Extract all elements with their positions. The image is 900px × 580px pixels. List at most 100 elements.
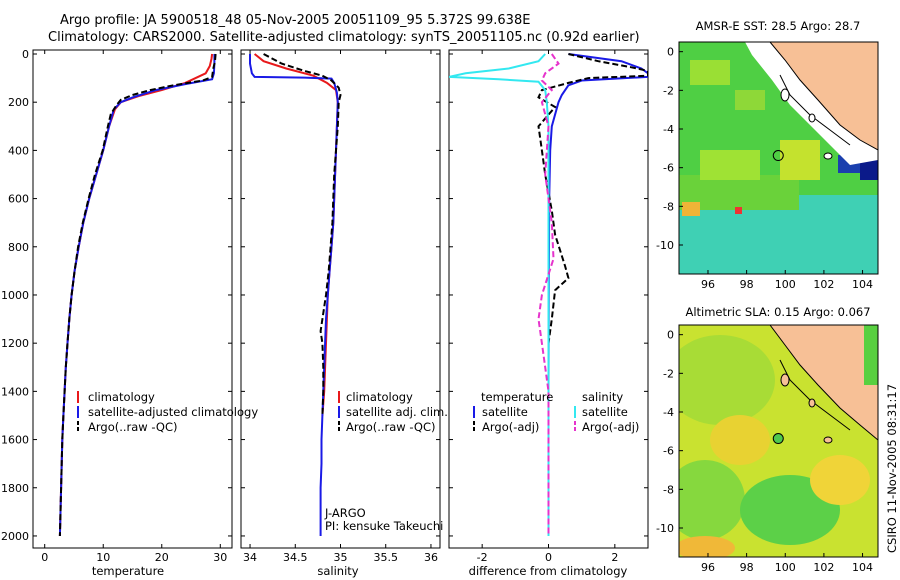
temperature-panel-frame [32,49,233,549]
x-tick-label: 0 [41,551,48,564]
axis-ticks: 0 10 20 30020040060080010001200140016001800… [1,48,648,564]
y-tick-label: 2000 [1,530,29,543]
sst-warm-patch [690,60,730,85]
salinity-panel-frame [240,49,441,549]
difference-profile-series-magenta [537,53,560,536]
sla-map-frame [678,324,879,558]
y-tick-label: 600 [8,193,29,206]
temperature-profile-series-blue [58,54,216,537]
difference-legend: temperature salinity satellite Argo(-adj… [473,390,639,434]
x-tick-label: -2 [477,551,488,564]
map-y-tick-label: -10 [656,239,674,252]
map-y-tick-label: -4 [663,406,674,419]
map-y-tick-label: -2 [663,367,674,380]
salinity-lines [249,53,342,536]
map-y-tick-label: -6 [663,445,674,458]
map-x-tick-label: 98 [740,561,754,574]
map-x-tick-label: 100 [775,278,796,291]
salinity-xlabel: salinity [317,564,358,578]
legend-sal-argo: Argo(-adj) [582,420,639,434]
sla-map-title: Altimetric SLA: 0.15 Argo: 0.067 [685,305,870,319]
sst-warm-patch [735,90,765,110]
sst-island [780,88,790,102]
map-y-tick-label: -10 [656,522,674,535]
y-tick-label: 1200 [1,337,29,350]
difference-profile-series-blue [547,53,648,536]
legend-temp-satellite: satellite [482,405,528,419]
sst-float-marker [772,150,784,162]
sla-map [679,325,878,557]
sst-hot-spot [735,207,742,214]
y-tick-label: 0 [22,48,29,61]
sst-warm-patch [700,150,760,180]
sla-high-patch [679,536,735,557]
temperature-profile-series-red [58,53,214,537]
sst-cold-spot [860,160,878,180]
difference-lines [449,53,648,536]
sla-high-patch [810,455,870,505]
x-tick-label: 34.5 [283,551,308,564]
temperature-legend: climatology satellite-adjusted climatolo… [77,390,258,434]
sla-coastline [769,325,878,441]
annotation-j-argo: J-ARGO [324,506,366,520]
sla-low-patch [679,460,745,540]
y-tick-label: 800 [8,241,29,254]
sst-hot-patch [682,202,700,216]
y-tick-label: 1000 [1,289,29,302]
annotation-pi: PI: kensuke Takeuchi [325,519,443,533]
sla-patch [679,335,775,425]
legend-sal-satellite: satellite [582,405,628,419]
legend-climatology: climatology [88,390,155,404]
map-x-tick-label: 100 [775,561,796,574]
map-x-tick-label: 96 [701,278,715,291]
sla-edge-patch [864,325,878,385]
legend-temperature-header: temperature [481,390,553,404]
x-tick-label: 36 [424,551,438,564]
x-tick-label: 0 [545,551,552,564]
y-tick-label: 1600 [1,434,29,447]
map-x-tick-label: 104 [852,278,873,291]
sst-island [808,113,816,123]
legend-climatology: climatology [346,390,413,404]
sst-land [770,42,878,150]
header-line1: Argo profile: JA 5900518_48 05-Nov-2005 … [60,13,530,28]
y-tick-label: 1800 [1,482,29,495]
legend-argo: Argo(..raw -QC) [88,420,178,434]
x-tick-label: 10 [96,551,110,564]
map-y-tick-label: -6 [663,162,674,175]
sst-map-frame [678,41,879,275]
sst-island [823,152,833,160]
sst-map-title: AMSR-E SST: 28.5 Argo: 28.7 [696,19,861,33]
sst-map-ticks: 96 98 100 102 104 0 -2 -4 -6 -8 -10 [656,46,873,291]
legend-temp-argo: Argo(-adj) [482,420,539,434]
temperature-lines [58,53,217,537]
difference-profile-series-cyan [449,53,550,536]
map-y-tick-label: -8 [663,483,674,496]
sla-island [808,398,816,408]
y-tick-label: 400 [8,144,29,157]
x-tick-label: 35 [334,551,348,564]
x-tick-label: 30 [213,551,227,564]
sla-high-patch [710,415,770,465]
sla-float-marker [772,433,784,445]
legend-argo: Argo(..raw -QC) [346,420,436,434]
salinity-profile-series-black [263,53,342,416]
difference-xlabel: difference from climatology [469,564,628,578]
x-tick-label: 35.5 [373,551,398,564]
map-y-tick-label: 0 [667,329,674,342]
side-timestamp: CSIRO 11-Nov-2005 08:31:17 [885,384,899,553]
salinity-profile-series-blue [249,54,339,536]
map-x-tick-label: 96 [701,561,715,574]
sla-island [780,373,790,387]
temperature-xlabel: temperature [92,564,164,578]
sla-map-ticks: 96 98 100 102 104 0 -2 -4 -6 -8 -10 [656,329,873,574]
sla-island [823,436,833,444]
legend-satellite-clim: satellite-adjusted climatology [88,405,258,419]
map-y-tick-label: -2 [663,84,674,97]
map-x-tick-label: 102 [813,278,834,291]
salinity-legend: climatology satellite adj. clim. Argo(..… [324,390,448,533]
temperature-profile-series-black [58,53,217,537]
map-y-tick-label: 0 [667,46,674,59]
sst-coastline [769,42,878,151]
